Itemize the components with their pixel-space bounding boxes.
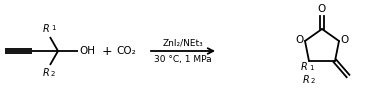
- Text: ZnI₂/NEt₃: ZnI₂/NEt₃: [163, 38, 203, 47]
- Text: 2: 2: [311, 78, 315, 84]
- Text: 2: 2: [51, 71, 55, 77]
- Text: O: O: [296, 35, 304, 45]
- Text: O: O: [318, 4, 326, 13]
- Text: OH: OH: [79, 46, 95, 56]
- Text: 30 °C, 1 MPa: 30 °C, 1 MPa: [154, 55, 212, 64]
- Text: CO₂: CO₂: [116, 46, 136, 56]
- Text: R: R: [42, 68, 49, 78]
- Text: 1: 1: [51, 25, 56, 31]
- Text: R: R: [302, 75, 309, 85]
- Text: R: R: [300, 62, 307, 72]
- Text: O: O: [340, 35, 348, 45]
- Text: +: +: [102, 44, 112, 57]
- Text: R: R: [42, 24, 49, 34]
- Text: 1: 1: [309, 65, 313, 71]
